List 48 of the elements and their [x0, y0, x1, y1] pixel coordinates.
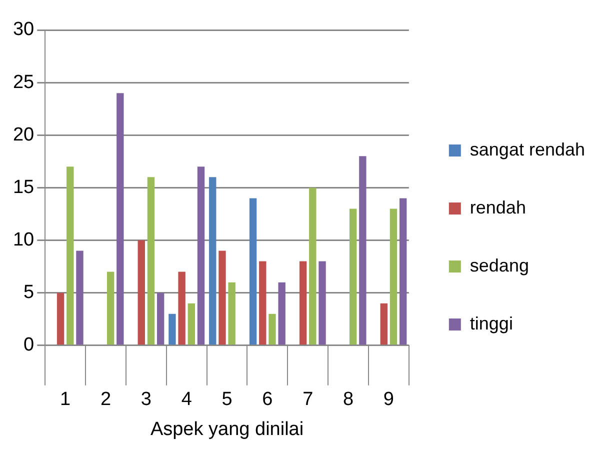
bar — [228, 282, 236, 345]
bar — [249, 198, 257, 345]
x-tick-label: 5 — [222, 389, 232, 410]
bar — [380, 303, 388, 345]
bar — [259, 261, 266, 345]
x-axis-title: Aspek yang dinilai — [150, 418, 304, 440]
bar — [76, 250, 84, 345]
bar — [56, 292, 64, 345]
bar — [138, 240, 145, 345]
x-tick-label: 4 — [181, 389, 192, 410]
y-tick-label: 10 — [12, 230, 34, 250]
bar — [116, 93, 124, 345]
legend-label: rendah — [470, 197, 526, 218]
bar — [209, 177, 216, 345]
y-tick-label: 5 — [24, 282, 34, 304]
x-tick-label: 1 — [60, 389, 71, 410]
x-tick-label: 6 — [262, 389, 273, 410]
y-tick-label: 15 — [12, 176, 34, 198]
x-tick-label: 3 — [140, 389, 152, 410]
bar — [349, 208, 357, 345]
x-tick-label: 8 — [342, 389, 354, 410]
x-tick-label: 7 — [302, 389, 314, 410]
bar — [268, 314, 276, 345]
bar — [299, 261, 307, 345]
x-tick-label: 2 — [100, 389, 112, 410]
bar — [188, 303, 195, 345]
y-tick-label: 0 — [24, 334, 34, 356]
y-tick-label: 20 — [12, 124, 34, 146]
bar — [318, 261, 326, 345]
y-tick-label: 30 — [12, 19, 34, 40]
bar — [66, 166, 74, 345]
bar — [278, 282, 286, 345]
x-tick-label: 9 — [383, 389, 394, 410]
legend-label: sedang — [470, 255, 529, 276]
bar — [218, 250, 226, 345]
bar — [178, 272, 186, 345]
bar — [359, 156, 366, 345]
bar — [106, 272, 114, 345]
legend-label: tinggi — [470, 313, 513, 334]
legend-label: sangat rendah — [470, 139, 585, 160]
bar — [156, 292, 164, 345]
bar — [197, 166, 205, 345]
bar — [399, 198, 407, 345]
bar — [168, 314, 176, 345]
y-tick-label: 25 — [12, 72, 34, 93]
bar — [309, 188, 316, 345]
bar — [147, 177, 155, 345]
bar — [390, 208, 398, 345]
